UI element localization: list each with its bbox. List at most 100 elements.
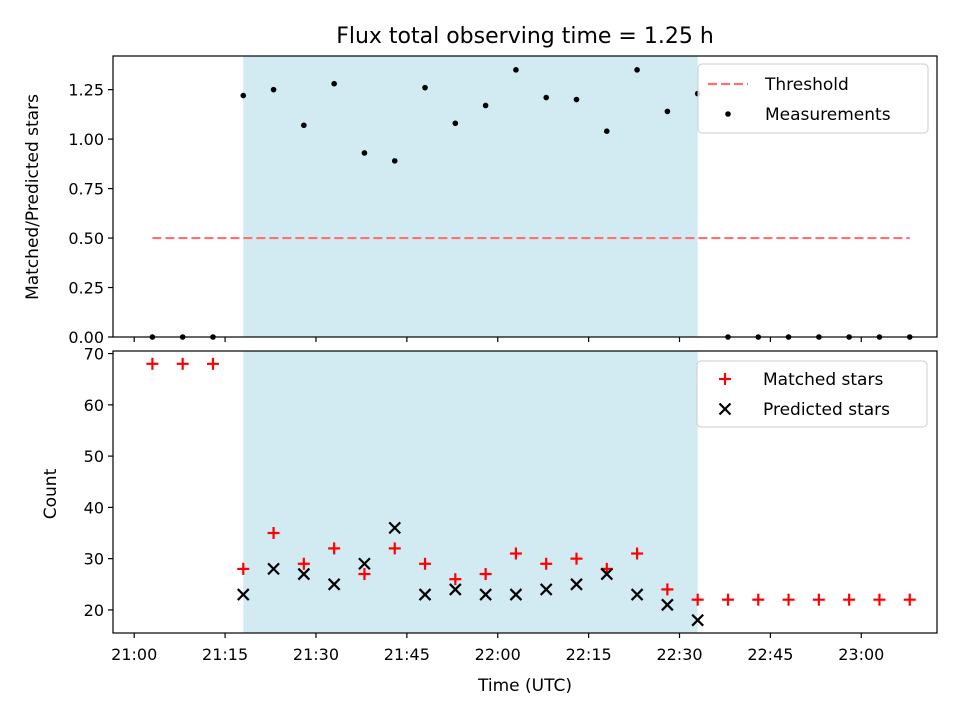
predicted-star-point — [388, 521, 402, 535]
x-b — [297, 567, 311, 581]
matched-star-point — [479, 568, 492, 581]
x-b — [267, 562, 280, 576]
x-b — [236, 588, 250, 601]
xtick-label: 22:15 — [566, 645, 612, 664]
x-b — [449, 583, 462, 596]
measurement-point — [543, 94, 550, 101]
top-ytick-label: 0.75 — [68, 180, 104, 199]
predicted-star-point — [630, 588, 644, 601]
predicted-star-point — [358, 557, 371, 571]
measurement-point — [482, 102, 489, 109]
measurement-point — [240, 92, 247, 99]
axes-frame-1 — [112, 350, 938, 634]
x-b — [570, 578, 583, 591]
predicted-star-point — [661, 598, 674, 612]
matched-star-point — [661, 583, 674, 596]
xlabel: Time (UTC) — [477, 676, 572, 696]
bottom-ytick-label: 40 — [84, 498, 104, 517]
matched-star-point — [843, 593, 856, 606]
top-ytick-label: 0.50 — [68, 229, 104, 248]
legend-threshold-label: Threshold — [764, 75, 849, 95]
matched-star-point — [328, 542, 341, 555]
matched-star-point — [146, 357, 159, 370]
measurement-point — [331, 80, 337, 87]
highlight-span-0 — [243, 56, 698, 337]
matched-star-point — [873, 593, 886, 606]
highlight-span-1 — [243, 351, 698, 633]
x-b — [388, 521, 402, 535]
top-ytick-label: 0.25 — [68, 279, 104, 298]
matched-star-point — [388, 542, 401, 555]
matched-star-point — [176, 357, 189, 370]
bottom-ylabel: Count — [41, 468, 61, 519]
top-ytick-label: 0.00 — [68, 328, 104, 347]
matched-star-point — [358, 568, 371, 581]
predicted-star-point — [297, 567, 311, 581]
measurement-point — [664, 108, 671, 115]
measurement-point — [391, 158, 398, 164]
x-b — [691, 613, 704, 627]
matched-star-point — [719, 373, 731, 385]
top-ytick-label: 1.25 — [68, 81, 104, 100]
top-ytick-label: 1.00 — [68, 130, 104, 149]
matched-star-point — [297, 557, 310, 570]
matched-star-point — [449, 573, 462, 586]
predicted-star-point — [479, 588, 492, 601]
predicted-star-point — [418, 588, 432, 601]
xtick-label: 23:00 — [838, 645, 884, 664]
measurement-point — [270, 86, 277, 93]
predicted-star-point — [539, 583, 553, 596]
matched-star-point — [206, 357, 219, 370]
xtick-label: 22:45 — [747, 645, 793, 664]
top-ylabel: Matched/Predicted stars — [23, 94, 43, 300]
measurement-point — [513, 67, 519, 73]
matched-star-point — [721, 593, 734, 606]
predicted-star-point — [718, 402, 732, 416]
legend-measurement-label: Measurements — [765, 105, 891, 125]
x-b — [600, 567, 614, 581]
top-legend-box — [697, 63, 929, 134]
predicted-star-point — [691, 613, 704, 627]
xtick-label: 21:15 — [202, 645, 248, 664]
measurement-point — [573, 96, 580, 103]
predicted-star-point — [570, 578, 583, 591]
predicted-star-point — [236, 588, 250, 601]
xtick-label: 21:30 — [293, 645, 339, 664]
predicted-star-point — [449, 583, 462, 596]
x-b — [630, 588, 644, 601]
predicted-star-point — [600, 567, 614, 581]
matched-star-point — [267, 527, 280, 540]
chart-title: Flux total observing time = 1.25 h — [336, 24, 714, 49]
x-b — [661, 598, 674, 612]
xtick-label: 22:00 — [475, 645, 521, 664]
legend-predicted-label: Predicted stars — [763, 400, 890, 420]
predicted-star-point — [509, 588, 523, 601]
bottom-ytick-label: 30 — [84, 550, 104, 569]
measurement-point — [452, 120, 459, 127]
xtick-label: 21:45 — [384, 645, 430, 664]
bottom-ytick-label: 20 — [84, 601, 104, 620]
matched-star-point — [237, 562, 250, 575]
measurement-point — [634, 67, 640, 73]
plot-layer: 0.00 0.25 0.50 0.75 1.00 1.25 20 30 40 50 60 70 21:0… — [68, 55, 938, 664]
matched-star-point — [631, 547, 644, 560]
measurement-point — [422, 84, 428, 91]
predicted-star-point — [267, 562, 280, 576]
xtick-label: 21:00 — [111, 645, 157, 664]
matched-star-point — [782, 593, 795, 606]
matched-star-point — [570, 552, 583, 565]
x-b — [479, 588, 492, 601]
matched-star-point — [509, 547, 522, 560]
bottom-legend-box — [696, 360, 928, 428]
axes-frame-0 — [112, 55, 938, 338]
bottom-ytick-label: 60 — [84, 396, 104, 415]
x-b — [718, 402, 732, 416]
matched-star-point — [691, 593, 704, 606]
matched-star-point — [419, 557, 432, 570]
bottom-ytick-label: 70 — [84, 345, 104, 364]
measurement-point — [301, 122, 307, 129]
legend-matched-label: Matched stars — [763, 370, 883, 390]
matched-star-point — [903, 593, 916, 606]
matched-star-point — [540, 557, 553, 570]
matched-star-point — [752, 593, 765, 606]
